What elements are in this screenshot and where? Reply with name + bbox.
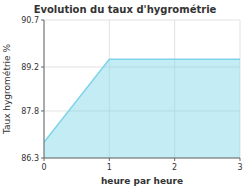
chart-container: 0 1 2 3 86.3 87.8 89.2 90.7 heure par heure Taux … — [0, 0, 250, 188]
y-axis-line — [44, 20, 45, 158]
y-tick-label: 86.3 — [21, 154, 39, 163]
x-tick-label: 2 — [172, 163, 177, 172]
y-tick-label: 87.8 — [21, 107, 39, 116]
y-tick-label: 89.2 — [21, 63, 39, 72]
y-axis-label: Taux hygrométrie % — [2, 43, 12, 135]
y-tick-label: 90.7 — [21, 16, 39, 25]
x-tick-label: 1 — [107, 163, 112, 172]
x-tick — [174, 158, 175, 161]
axes: 0 1 2 3 86.3 87.8 89.2 90.7 — [21, 16, 242, 172]
y-tick — [41, 110, 44, 111]
grid — [44, 20, 240, 158]
area-fill — [44, 59, 240, 158]
grid-line-y — [44, 20, 240, 21]
grid-line-y — [44, 158, 240, 159]
x-axis-line — [44, 158, 240, 159]
x-tick-label: 0 — [41, 163, 46, 172]
grid-line-x — [44, 20, 45, 158]
chart-svg: 0 1 2 3 86.3 87.8 89.2 90.7 heure par heure Taux … — [0, 0, 250, 188]
plot-area — [44, 59, 240, 158]
x-tick — [109, 158, 110, 161]
x-axis-label: heure par heure — [101, 176, 183, 186]
y-tick — [41, 67, 44, 68]
y-tick — [41, 20, 44, 21]
y-tick — [41, 158, 44, 159]
area-line — [44, 59, 240, 142]
chart-title: Evolution du taux d'hygrométrie — [34, 4, 217, 15]
x-tick — [240, 158, 241, 161]
x-tick-label: 3 — [237, 163, 242, 172]
